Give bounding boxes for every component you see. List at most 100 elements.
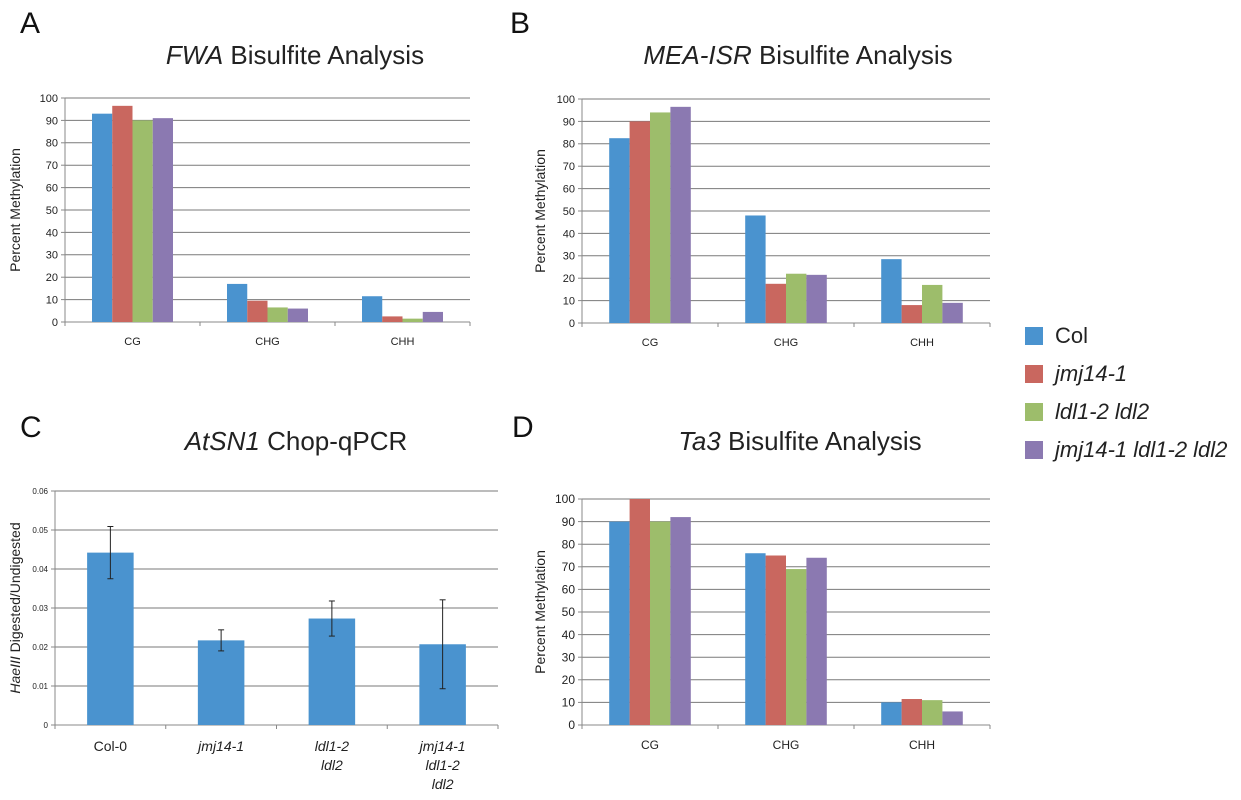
x-category-label: jmj14-1 ldl1-2 ldl2 bbox=[418, 738, 466, 792]
x-category-label: ldl1-2 ldl2 bbox=[315, 738, 349, 773]
y-tick-label: 50 bbox=[563, 206, 575, 218]
bar-b-jmj14-1-ldl1-2-ldl2-CHH bbox=[942, 302, 963, 323]
chart-title: AtSN1 Chop-qPCR bbox=[183, 426, 408, 456]
y-tick-label: 30 bbox=[562, 650, 576, 664]
panel-letter: D bbox=[512, 411, 534, 444]
y-tick-label: 50 bbox=[562, 605, 576, 619]
bar-a-jmj14-1-ldl1-2-ldl2-CHH bbox=[422, 311, 443, 322]
y-tick-label: 60 bbox=[46, 182, 58, 194]
bar-b-Col-CHH bbox=[881, 259, 902, 323]
y-tick-label: 60 bbox=[562, 583, 576, 597]
legend-swatch bbox=[1025, 441, 1043, 459]
y-tick-label: 70 bbox=[563, 161, 575, 173]
bar-a-Col-CHH bbox=[362, 296, 383, 322]
x-category-label: CG bbox=[124, 336, 141, 348]
chart-panel-a: A FWA Bisulfite Analysis 0 10 20 30 40 50 60 70 80… bbox=[7, 7, 471, 348]
y-tick-label: 40 bbox=[46, 227, 58, 239]
x-category-label: CHH bbox=[910, 337, 934, 349]
x-category-label: CG bbox=[642, 337, 659, 349]
bar-b-Col-CHG bbox=[745, 215, 766, 323]
y-tick-label: 20 bbox=[562, 673, 576, 687]
y-tick-label: 0 bbox=[52, 317, 58, 329]
y-tick-label: 80 bbox=[562, 537, 576, 551]
x-category-label: CHH bbox=[909, 738, 935, 752]
x-category-label: CHG bbox=[773, 738, 800, 752]
y-tick-label: 100 bbox=[40, 93, 58, 105]
x-category-label: jmj14-1 bbox=[196, 738, 244, 754]
bar-d-jmj14-1-ldl1-2-ldl2-CHH bbox=[942, 711, 963, 725]
y-tick-label: 0 bbox=[44, 721, 49, 730]
legend-swatch bbox=[1025, 403, 1043, 421]
y-tick-label: 100 bbox=[557, 94, 575, 106]
chart-title: FWA Bisulfite Analysis bbox=[166, 40, 424, 70]
bar-d-jmj14-1-CHH bbox=[901, 699, 922, 725]
bar-d-ldl1-2-ldl2-CHH bbox=[922, 700, 943, 725]
y-tick-label: 10 bbox=[563, 295, 575, 307]
bar-b-ldl1-2-ldl2-CHG bbox=[786, 273, 807, 323]
y-tick-label: 70 bbox=[46, 160, 58, 172]
legend-item: ldl1-2 ldl2 bbox=[1025, 393, 1239, 431]
y-tick-label: 0.05 bbox=[32, 526, 48, 535]
bar-a-jmj14-1-ldl1-2-ldl2-CHG bbox=[287, 308, 308, 322]
bar-b-jmj14-1-CHH bbox=[901, 305, 922, 323]
y-tick-label: 40 bbox=[562, 628, 576, 642]
x-category-label: Col-0 bbox=[94, 738, 128, 754]
bar-d-jmj14-1-CHG bbox=[765, 555, 786, 725]
legend-swatch bbox=[1025, 365, 1043, 383]
bar-d-ldl1-2-ldl2-CHG bbox=[786, 569, 807, 725]
y-tick-label: 70 bbox=[562, 560, 576, 574]
y-tick-label: 30 bbox=[563, 251, 575, 263]
bar-d-Col-CG bbox=[609, 521, 630, 725]
y-tick-label: 30 bbox=[46, 250, 58, 262]
chart-panel-d: D Ta3 Bisulfite Analysis 0 10 20 30 40 50 60 70 80… bbox=[512, 411, 991, 752]
y-tick-label: 60 bbox=[563, 183, 575, 195]
y-tick-label: 50 bbox=[46, 205, 58, 217]
y-axis-label: Percent Methylation bbox=[532, 149, 548, 273]
chart-title: Ta3 Bisulfite Analysis bbox=[678, 426, 921, 456]
bar-b-ldl1-2-ldl2-CG bbox=[650, 112, 671, 323]
bar-d-jmj14-1-ldl1-2-ldl2-CHG bbox=[806, 557, 827, 725]
x-category-label: CG bbox=[641, 738, 659, 752]
y-tick-label: 0.03 bbox=[32, 604, 48, 613]
bar-a-Col-CG bbox=[92, 113, 113, 323]
bar-a-ldl1-2-ldl2-CHH bbox=[402, 318, 423, 322]
y-tick-label: 80 bbox=[46, 138, 58, 150]
y-tick-label: 10 bbox=[46, 294, 58, 306]
y-tick-label: 0.01 bbox=[32, 682, 48, 691]
bar-d-jmj14-1-ldl1-2-ldl2-CG bbox=[670, 517, 691, 725]
y-tick-label: 20 bbox=[46, 272, 58, 284]
bar-a-jmj14-1-CHG bbox=[247, 300, 268, 322]
bar-d-ldl1-2-ldl2-CG bbox=[650, 521, 671, 725]
bar-c-0 bbox=[87, 552, 134, 725]
panel-letter: B bbox=[510, 7, 530, 40]
bar-b-ldl1-2-ldl2-CHH bbox=[922, 284, 943, 323]
y-tick-label: 100 bbox=[555, 492, 575, 506]
y-tick-label: 90 bbox=[562, 515, 576, 529]
bar-a-ldl1-2-ldl2-CHG bbox=[267, 307, 288, 322]
panel-letter: A bbox=[20, 7, 40, 40]
panel-letter: C bbox=[20, 411, 42, 444]
bar-b-Col-CG bbox=[609, 138, 630, 323]
bar-b-jmj14-1-CHG bbox=[765, 283, 786, 323]
y-axis-label: Percent Methylation bbox=[7, 148, 23, 272]
x-category-label: CHG bbox=[255, 336, 279, 348]
legend: Col jmj14-1 ldl1-2 ldl2 jmj14-1 ldl1-2 ldl2 bbox=[1025, 317, 1239, 469]
legend-item: Col bbox=[1025, 317, 1239, 355]
legend-label: jmj14-1 ldl1-2 ldl2 bbox=[1055, 437, 1228, 462]
bar-b-jmj14-1-ldl1-2-ldl2-CG bbox=[670, 106, 691, 323]
y-tick-label: 90 bbox=[563, 116, 575, 128]
bar-a-Col-CHG bbox=[227, 283, 248, 322]
bar-a-jmj14-1-CHH bbox=[382, 316, 403, 322]
y-axis-label: Percent Methylation bbox=[532, 550, 548, 674]
y-tick-label: 0.02 bbox=[32, 643, 48, 652]
y-tick-label: 80 bbox=[563, 139, 575, 151]
y-tick-label: 40 bbox=[563, 228, 575, 240]
chart-panel-b: B MEA-ISR Bisulfite Analysis 0 10 20 30 40 50 60… bbox=[510, 7, 991, 349]
bar-d-Col-CHH bbox=[881, 702, 902, 725]
bar-d-jmj14-1-CG bbox=[629, 499, 650, 725]
chart-title: MEA-ISR Bisulfite Analysis bbox=[643, 40, 952, 70]
y-tick-label: 0 bbox=[569, 318, 575, 330]
legend-label: jmj14-1 bbox=[1055, 361, 1128, 386]
legend-item: jmj14-1 ldl1-2 ldl2 bbox=[1025, 431, 1239, 469]
legend-label: ldl1-2 ldl2 bbox=[1055, 399, 1150, 424]
